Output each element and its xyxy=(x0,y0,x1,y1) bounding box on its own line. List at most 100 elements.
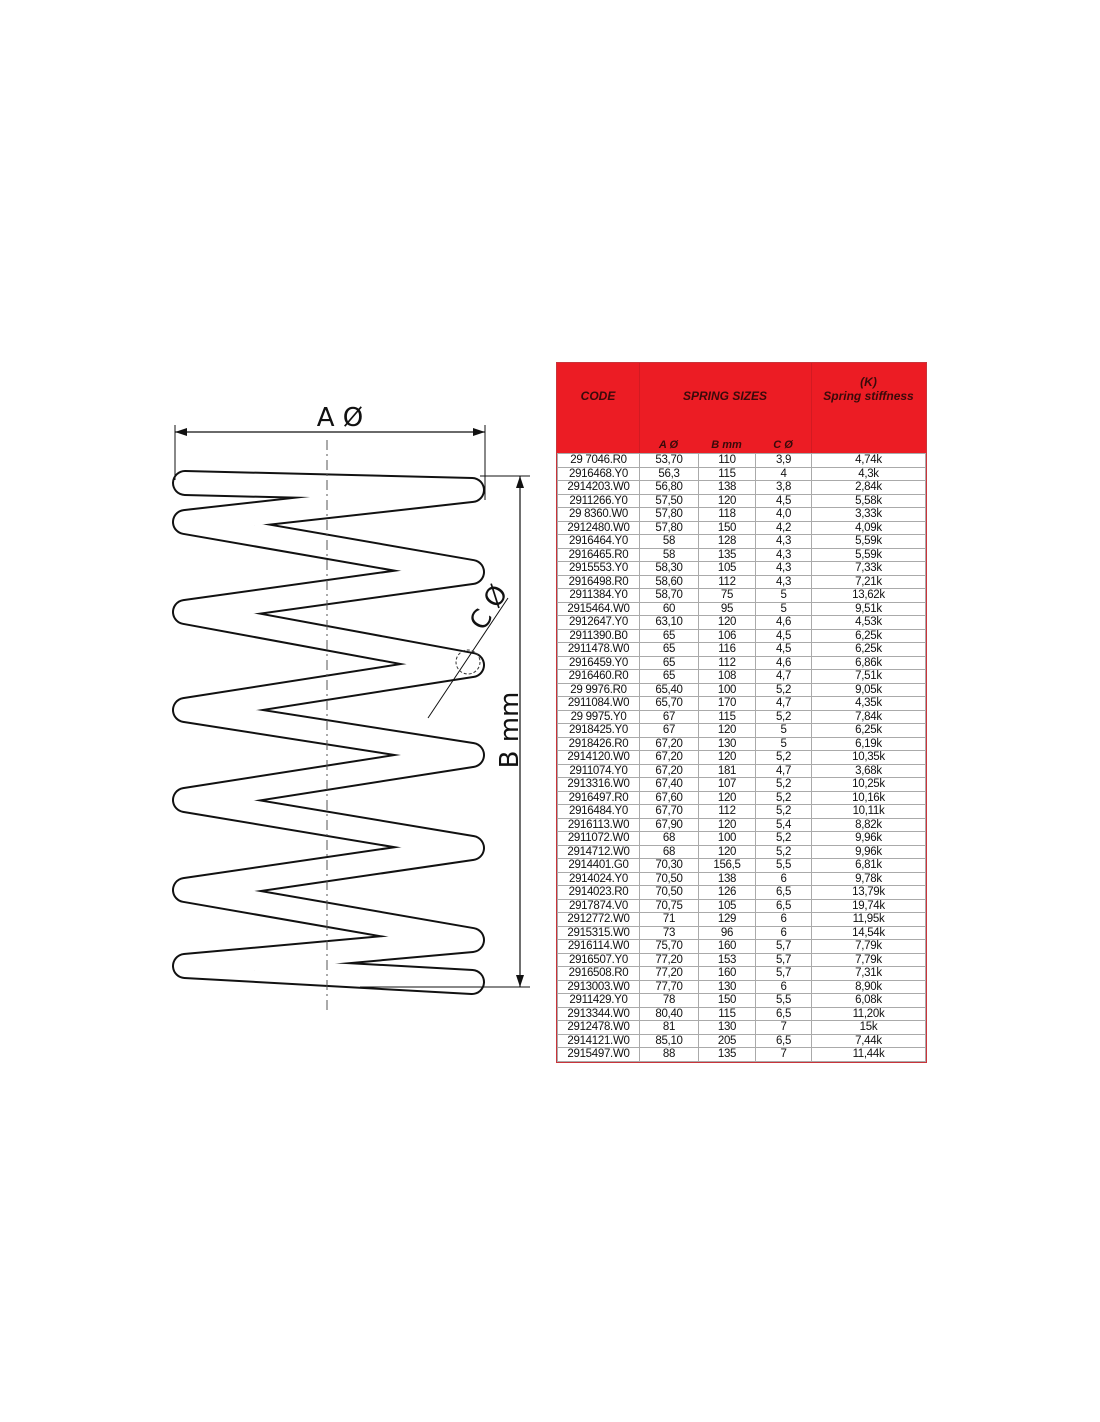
table-row: 29 8360.W0 57,80 118 4,0 3,33k xyxy=(557,507,926,522)
cell-a-diameter: 67,20 xyxy=(639,763,699,778)
cell-code: 2915497.W0 xyxy=(557,1047,640,1062)
dimension-c-label: C Ø xyxy=(464,580,514,636)
cell-c-wire-diameter: 5 xyxy=(755,723,812,738)
table-row: 2917874.V0 70,75 105 6,5 19,74k xyxy=(557,898,926,913)
cell-c-wire-diameter: 5,2 xyxy=(755,777,812,792)
cell-a-diameter: 73 xyxy=(639,925,699,940)
cell-a-diameter: 75,70 xyxy=(639,939,699,954)
cell-b-length: 138 xyxy=(698,480,756,495)
dimension-a: A Ø xyxy=(174,403,486,500)
table-row: 2911266.Y0 57,50 120 4,5 5,58k xyxy=(557,493,926,508)
cell-b-length: 115 xyxy=(698,709,756,724)
cell-a-diameter: 67,20 xyxy=(639,736,699,751)
cell-code: 2914121.W0 xyxy=(557,1033,640,1048)
table-row: 2914203.W0 56,80 138 3,8 2,84k xyxy=(557,480,926,495)
table-row: 2916507.Y0 77,20 153 5,7 7,79k xyxy=(557,952,926,967)
table-row: 2918425.Y0 67 120 5 6,25k xyxy=(557,723,926,738)
cell-a-diameter: 58,60 xyxy=(639,574,699,589)
cell-stiffness: 7,51k xyxy=(811,669,926,684)
cell-c-wire-diameter: 6 xyxy=(755,871,812,886)
table-row: 2916484.Y0 67,70 112 5,2 10,11k xyxy=(557,804,926,819)
cell-b-length: 95 xyxy=(698,601,756,616)
cell-code: 2914023.R0 xyxy=(557,885,640,900)
cell-a-diameter: 88 xyxy=(639,1047,699,1062)
dimension-b: B mm xyxy=(360,475,530,988)
cell-stiffness: 10,11k xyxy=(811,804,926,819)
cell-c-wire-diameter: 4,5 xyxy=(755,642,812,657)
table-row: 2911478.W0 65 116 4,5 6,25k xyxy=(557,642,926,657)
cell-c-wire-diameter: 6 xyxy=(755,912,812,927)
table-row: 2912478.W0 81 130 7 15k xyxy=(557,1020,926,1035)
table-row: 2916459.Y0 65 112 4,6 6,86k xyxy=(557,655,926,670)
table-row: 2911384.Y0 58,70 75 5 13,62k xyxy=(557,588,926,603)
table-row: 2916468.Y0 56,3 115 4 4,3k xyxy=(557,466,926,481)
cell-stiffness: 8,82k xyxy=(811,817,926,832)
cell-a-diameter: 80,40 xyxy=(639,1006,699,1021)
cell-stiffness: 4,3k xyxy=(811,466,926,481)
cell-a-diameter: 65 xyxy=(639,669,699,684)
cell-stiffness: 6,81k xyxy=(811,858,926,873)
dimension-b-label: B mm xyxy=(495,692,525,769)
table-row: 2911429.Y0 78 150 5,5 6,08k xyxy=(557,993,926,1008)
cell-a-diameter: 57,80 xyxy=(639,507,699,522)
cell-b-length: 115 xyxy=(698,466,756,481)
cell-a-diameter: 70,30 xyxy=(639,858,699,873)
cell-stiffness: 6,19k xyxy=(811,736,926,751)
cell-code: 29 8360.W0 xyxy=(557,507,640,522)
cell-b-length: 120 xyxy=(698,493,756,508)
cell-b-length: 105 xyxy=(698,898,756,913)
cell-code: 2912478.W0 xyxy=(557,1020,640,1035)
cell-c-wire-diameter: 4,3 xyxy=(755,534,812,549)
cell-stiffness: 2,84k xyxy=(811,480,926,495)
cell-c-wire-diameter: 5,2 xyxy=(755,750,812,765)
cell-c-wire-diameter: 5,4 xyxy=(755,817,812,832)
cell-code: 2916459.Y0 xyxy=(557,655,640,670)
cell-c-wire-diameter: 4,6 xyxy=(755,655,812,670)
table-row: 2914401.G0 70,30 156,5 5,5 6,81k xyxy=(557,858,926,873)
cell-code: 2912480.W0 xyxy=(557,520,640,535)
cell-b-length: 130 xyxy=(698,979,756,994)
cell-b-length: 156,5 xyxy=(698,858,756,873)
cell-c-wire-diameter: 7 xyxy=(755,1020,812,1035)
cell-code: 29 9976.R0 xyxy=(557,682,640,697)
cell-code: 2915315.W0 xyxy=(557,925,640,940)
cell-a-diameter: 67,20 xyxy=(639,750,699,765)
cell-a-diameter: 57,80 xyxy=(639,520,699,535)
cell-stiffness: 9,78k xyxy=(811,871,926,886)
cell-code: 29 9975.Y0 xyxy=(557,709,640,724)
cell-code: 2917874.V0 xyxy=(557,898,640,913)
cell-stiffness: 10,25k xyxy=(811,777,926,792)
cell-code: 2916497.R0 xyxy=(557,790,640,805)
cell-b-length: 106 xyxy=(698,628,756,643)
table-row: 2913316.W0 67,40 107 5,2 10,25k xyxy=(557,777,926,792)
table-row: 2913344.W0 80,40 115 6,5 11,20k xyxy=(557,1006,926,1021)
cell-stiffness: 8,90k xyxy=(811,979,926,994)
header-code: CODE xyxy=(580,389,616,403)
cell-b-length: 120 xyxy=(698,723,756,738)
cell-c-wire-diameter: 3,8 xyxy=(755,480,812,495)
table-row: 2915464.W0 60 95 5 9,51k xyxy=(557,601,926,616)
cell-stiffness: 7,44k xyxy=(811,1033,926,1048)
cell-b-length: 129 xyxy=(698,912,756,927)
cell-stiffness: 5,59k xyxy=(811,547,926,562)
cell-c-wire-diameter: 5,2 xyxy=(755,844,812,859)
cell-b-length: 120 xyxy=(698,750,756,765)
cell-b-length: 105 xyxy=(698,561,756,576)
table-row: 2914023.R0 70,50 126 6,5 13,79k xyxy=(557,885,926,900)
cell-b-length: 126 xyxy=(698,885,756,900)
cell-code: 2916460.R0 xyxy=(557,669,640,684)
cell-code: 2913316.W0 xyxy=(557,777,640,792)
table-row: 2916464.Y0 58 128 4,3 5,59k xyxy=(557,534,926,549)
cell-c-wire-diameter: 6,5 xyxy=(755,885,812,900)
table-row: 2913003.W0 77,70 130 6 8,90k xyxy=(557,979,926,994)
cell-stiffness: 7,21k xyxy=(811,574,926,589)
cell-c-wire-diameter: 4,5 xyxy=(755,628,812,643)
cell-stiffness: 9,96k xyxy=(811,844,926,859)
cell-a-diameter: 65 xyxy=(639,628,699,643)
cell-b-length: 110 xyxy=(698,453,756,468)
cell-c-wire-diameter: 3,9 xyxy=(755,453,812,468)
cell-a-diameter: 57,50 xyxy=(639,493,699,508)
cell-b-length: 116 xyxy=(698,642,756,657)
cell-code: 2911074.Y0 xyxy=(557,763,640,778)
cell-code: 2913344.W0 xyxy=(557,1006,640,1021)
